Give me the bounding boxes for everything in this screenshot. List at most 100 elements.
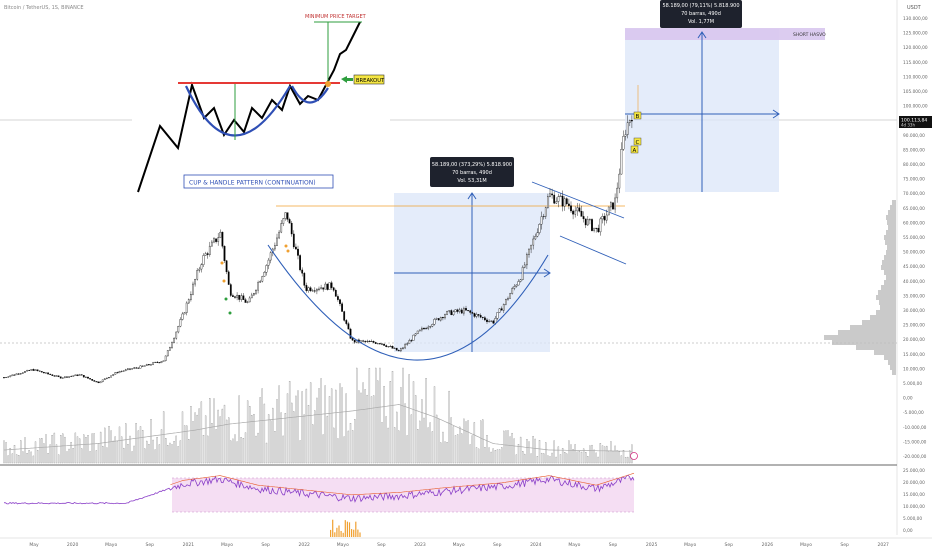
volume-bar (433, 386, 436, 464)
volume-bar (335, 389, 337, 464)
candle-body (530, 244, 532, 250)
volume-bar (127, 444, 129, 464)
candle-body (498, 308, 501, 313)
rsi-histogram (330, 519, 361, 537)
time-tick-label: Mayo (221, 542, 233, 548)
candle-body (372, 341, 375, 343)
time-axis[interactable]: May 2020 Mayo Sep 2021 Mayo Sep 2022 Mayo Sep 2023… (29, 542, 889, 548)
candle-body (521, 266, 524, 280)
volume-bar (141, 430, 144, 464)
volume-bar (244, 432, 247, 464)
candle-body (481, 316, 484, 318)
volume-bar (288, 381, 291, 464)
volume-profile-bar (881, 285, 896, 290)
rsi-band (172, 478, 634, 512)
candle-body (528, 248, 530, 255)
candle-body (244, 299, 247, 303)
volume-bar (545, 442, 547, 464)
volume-bar (30, 451, 32, 464)
candle-body (19, 373, 22, 375)
volume-bar (251, 415, 253, 464)
volume-bar (274, 431, 276, 464)
candle-body (274, 245, 276, 250)
volume-bar (297, 390, 299, 464)
volume-bar (627, 456, 629, 464)
volume-bar (91, 433, 93, 464)
current-price: 100.113,84 (901, 118, 927, 124)
volume-bar (480, 420, 482, 464)
candle-body (460, 309, 463, 314)
volume-bar (228, 417, 230, 464)
candle-body (116, 372, 119, 374)
candle-body (580, 210, 583, 217)
candlestick-series[interactable] (3, 115, 633, 384)
rsi-axis: 25.000,00 20.000,00 15.000,00 10.000,00 5.00… (903, 468, 925, 534)
volume-bar (494, 450, 497, 464)
candle-body (215, 238, 217, 242)
volume-bar (341, 387, 343, 464)
volume-bar (286, 393, 289, 464)
volume-bar (28, 450, 30, 464)
measured-move-arrows-left (394, 192, 551, 352)
price-axis[interactable]: 130.000,00 125.000,00 120.000,00 115.000,00… (903, 16, 928, 460)
time-tick-label: Sep (493, 542, 502, 548)
candle-body (219, 231, 222, 238)
candle-body (206, 253, 209, 255)
candle-body (213, 238, 215, 243)
candle-body (547, 196, 549, 208)
volume-bar (360, 392, 362, 464)
event-icon[interactable] (630, 452, 638, 460)
candle-body (169, 347, 171, 351)
candle-body (341, 303, 343, 312)
volume-profile-bar (884, 235, 896, 240)
volume-bar (309, 382, 312, 464)
volume-bar (624, 457, 627, 464)
volume-bar (125, 423, 127, 464)
volume-bar (255, 435, 257, 464)
rsi-hist-bar (353, 529, 355, 537)
candle-body (368, 340, 371, 342)
volume-bar (242, 438, 245, 464)
volume-bar (188, 439, 190, 464)
wave-letter-a: A (633, 148, 637, 154)
price-tick-label: 105.000,00 (903, 89, 928, 95)
tooltip-right: 58.189,00 (79,11%) 5.818.900 70 barras, … (660, 0, 742, 28)
volume-bar (606, 445, 608, 464)
candle-body (381, 343, 383, 345)
rsi-hist-bar (342, 532, 344, 537)
volume-bar (13, 445, 16, 464)
volume-bar (515, 454, 518, 464)
breakout-label: BREAKOUT (356, 78, 385, 84)
volume-bar (593, 449, 595, 464)
volume-bar (595, 452, 597, 464)
price-tick-label: 0,00 (903, 396, 913, 402)
volume-bar (580, 451, 583, 464)
volume-bar (204, 415, 207, 464)
candle-body (570, 205, 572, 212)
candle-body (135, 367, 138, 369)
price-tick-label: 15.000,00 (903, 352, 925, 358)
candle-body (59, 376, 62, 379)
candle-body (40, 371, 43, 373)
volume-bar (417, 429, 419, 464)
volume-bar (339, 383, 341, 464)
volume-bar (232, 438, 234, 464)
candle-body (484, 317, 486, 321)
candle-body (553, 194, 556, 204)
time-tick-label: 2022 (298, 542, 310, 548)
candle-body (360, 340, 362, 343)
volume-bar (238, 395, 240, 464)
candle-body (408, 340, 411, 344)
candle-body (631, 120, 633, 122)
volume-bar (282, 435, 284, 464)
volume-bar (347, 430, 350, 464)
candle-body (622, 136, 625, 150)
candle-body (393, 347, 396, 349)
tooltip-right-line1: 58.189,00 (79,11%) 5.818.900 (662, 3, 739, 9)
candle-body (414, 333, 417, 336)
volume-bar (305, 388, 308, 464)
volume-bar (249, 406, 251, 464)
volume-bar (328, 396, 331, 464)
